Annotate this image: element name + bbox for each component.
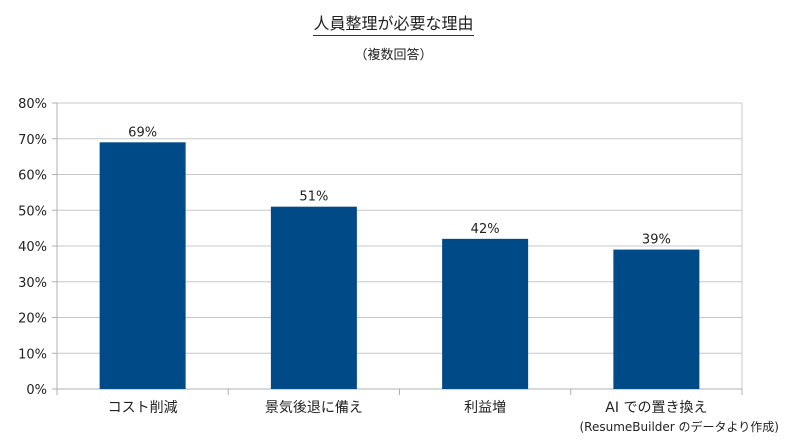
bar: [613, 249, 700, 389]
y-tick-label: 30%: [18, 276, 47, 291]
bar: [442, 238, 529, 389]
y-tick-label: 20%: [18, 312, 47, 327]
data-label: 39%: [642, 233, 671, 248]
y-tick-label: 10%: [18, 347, 47, 362]
y-tick-label: 60%: [18, 169, 47, 184]
y-tick-label: 50%: [18, 204, 47, 219]
data-label: 69%: [128, 125, 157, 140]
bar: [99, 142, 186, 389]
data-label: 51%: [299, 190, 328, 205]
y-tick-label: 70%: [18, 133, 47, 148]
category-label: AI での置き換え: [605, 400, 707, 416]
y-tick-label: 0%: [26, 383, 47, 398]
y-tick-label: 40%: [18, 240, 47, 255]
bar: [270, 206, 357, 389]
category-label: 利益増: [464, 400, 506, 416]
data-label: 42%: [471, 222, 500, 237]
category-label: 景気後退に備え: [265, 400, 363, 416]
y-tick-label: 80%: [18, 97, 47, 112]
chart-title: 人員整理が必要な理由: [0, 14, 787, 36]
source-note: (ResumeBuilder のデータより作成): [579, 420, 780, 434]
chart-title-text: 人員整理が必要な理由: [313, 14, 474, 36]
chart-subtitle: （複数回答）: [354, 48, 433, 63]
category-label: コスト削減: [108, 399, 178, 416]
